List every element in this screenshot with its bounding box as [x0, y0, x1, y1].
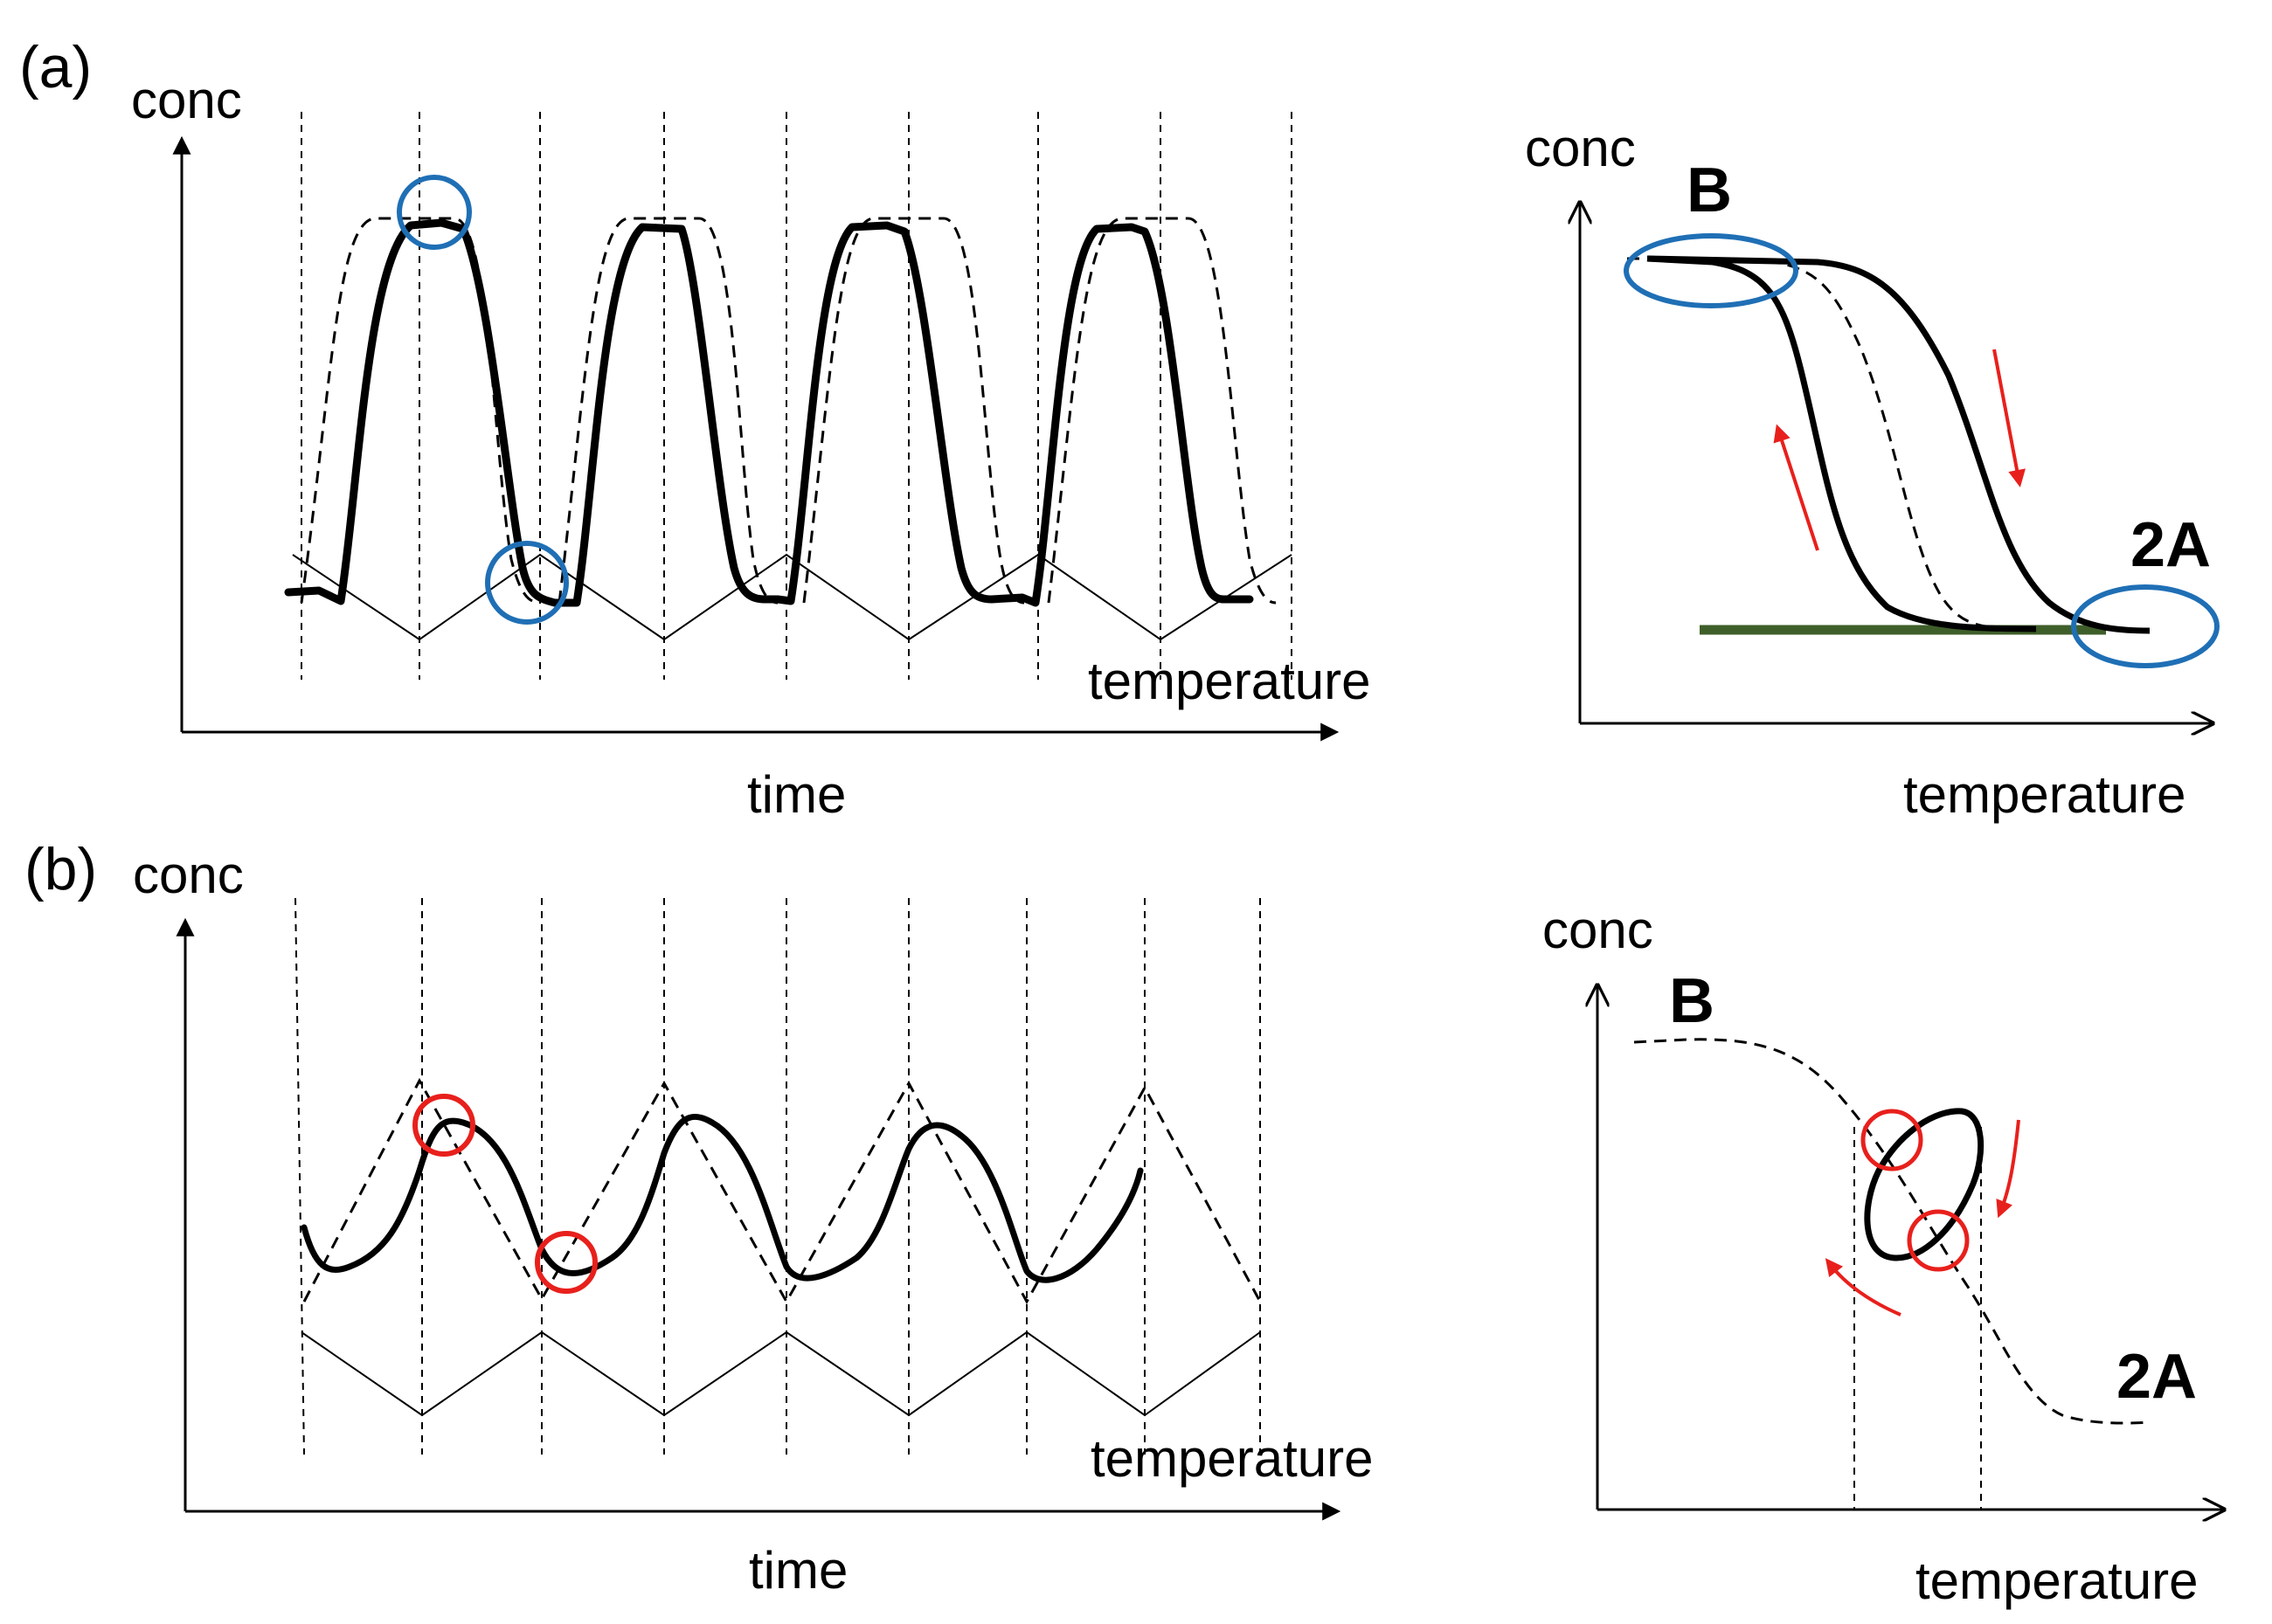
panel-b-time-ylabel: conc — [133, 846, 244, 904]
panel-b-equilibrium-sigmoid — [1633, 1038, 2151, 1425]
panel-b-upper-marker — [1860, 1109, 1923, 1171]
panel-b-trough-marker — [535, 1231, 598, 1294]
panel-b-limit-cycle — [1864, 1108, 1985, 1261]
panel-a-concentration-curve — [284, 218, 1254, 607]
panel-b-guides — [294, 897, 1261, 1455]
panel-b-heating-arrow — [1996, 1119, 2020, 1219]
panel-a-cooling-branch — [1646, 255, 2037, 632]
panel-b-peak-marker — [412, 1094, 475, 1157]
panel-a-state-b-marker — [1624, 233, 1798, 308]
panel-b-phase-axes — [1597, 985, 2224, 1510]
panel-b-lower-marker — [1907, 1209, 1970, 1272]
panel-a-heating-branch — [1646, 255, 2151, 634]
panel-a-time-axes — [172, 135, 1340, 742]
panel-b-phase-xlabel: temperature — [1915, 1551, 2199, 1610]
panel-b-state-b: B — [1669, 966, 1714, 1036]
panel-a-equilibrium-curve — [300, 217, 1277, 605]
panel-a-time-ylabel: conc — [131, 71, 242, 129]
panel-b-cooling-arrow — [1825, 1258, 1901, 1316]
panel-b-time-axes — [176, 917, 1341, 1521]
panel-a-temperature-trace — [292, 553, 1292, 641]
panel-a-state-2a: 2A — [2130, 510, 2211, 580]
panel-a-phase-ylabel: conc — [1525, 119, 1636, 177]
panel-a-guides — [301, 112, 1292, 680]
panel-b-time-xlabel: time — [749, 1541, 848, 1600]
panel-a-phase-xlabel: temperature — [1903, 765, 2186, 824]
panel-a-heating-arrow — [1992, 349, 2026, 487]
panel-a-label: (a) — [19, 34, 92, 100]
panel-a-cooling-arrow — [1773, 424, 1819, 551]
panel-b-equilibrium-curve — [302, 1077, 1262, 1305]
panel-b-phase-ylabel: conc — [1542, 901, 1653, 959]
panel-b-concentration-curve — [301, 1113, 1144, 1283]
panel-a-time-xlabel: time — [747, 765, 846, 824]
panel-b-temperature-range — [1853, 1127, 1982, 1510]
panel-a-state-2a-marker — [2071, 584, 2220, 668]
panel-b-temperature-label: temperature — [1091, 1429, 1374, 1488]
panel-a-state-b: B — [1687, 155, 1732, 225]
panel-a-temperature-label: temperature — [1088, 652, 1371, 710]
panel-a-trough-marker — [485, 541, 569, 625]
panel-b-temperature-trace — [301, 1330, 1261, 1417]
panel-a-phase-axes — [1580, 203, 2213, 723]
panel-a-peak-marker — [397, 175, 472, 250]
panel-b-label: (b) — [24, 836, 97, 902]
panel-b-state-2a: 2A — [2116, 1342, 2197, 1412]
